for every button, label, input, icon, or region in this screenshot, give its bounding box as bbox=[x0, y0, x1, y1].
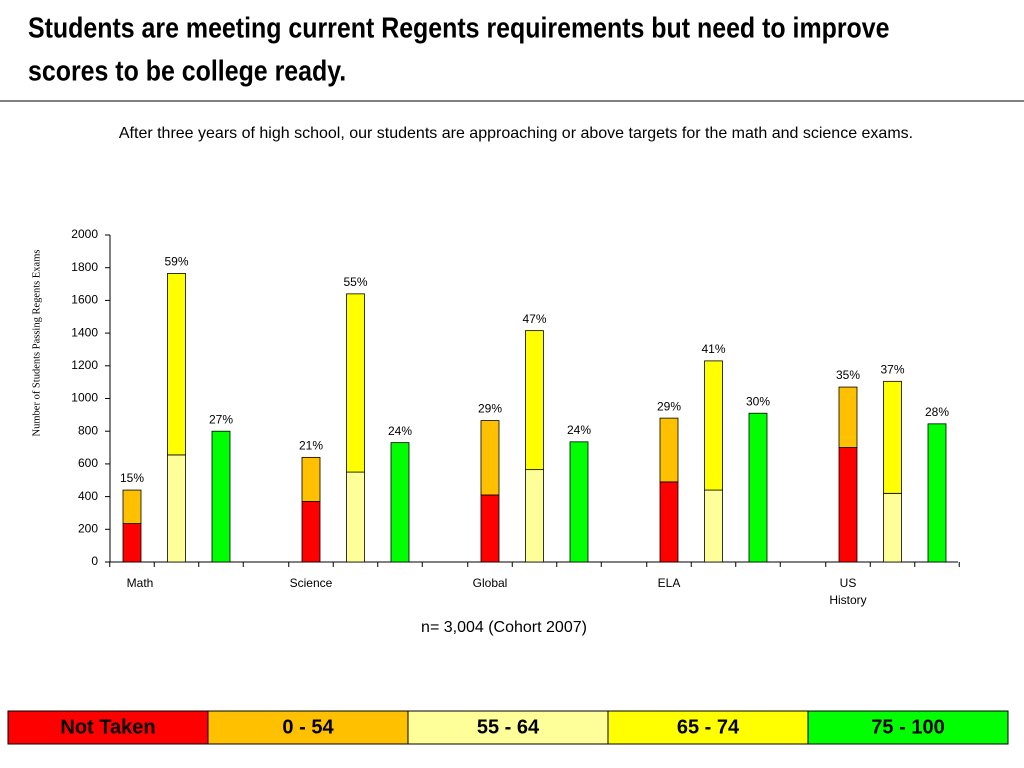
bar-label: 35% bbox=[836, 368, 860, 382]
y-tick-label: 600 bbox=[78, 456, 98, 470]
y-tick-label: 1400 bbox=[71, 325, 98, 339]
bar-label: 24% bbox=[388, 424, 412, 438]
bar-label: 27% bbox=[209, 412, 233, 426]
bar-label: 30% bbox=[746, 394, 770, 408]
bar-label: 29% bbox=[657, 399, 681, 413]
bar-segment bbox=[838, 386, 858, 448]
bar-segment bbox=[525, 330, 544, 471]
bar-label: 15% bbox=[120, 471, 144, 485]
legend-label: 65 - 74 bbox=[677, 716, 740, 738]
y-tick-label: 200 bbox=[78, 521, 98, 535]
bar-segment bbox=[167, 454, 186, 563]
bar-segment bbox=[525, 469, 544, 563]
x-tick-label: Global bbox=[472, 576, 508, 590]
legend-swatch bbox=[207, 710, 409, 745]
bar-label: 21% bbox=[299, 439, 323, 453]
bar-segment bbox=[659, 481, 679, 563]
x-tick-label: US History bbox=[829, 576, 867, 607]
legend-label: 75 - 100 bbox=[871, 716, 944, 738]
y-axis-label: Number of Students Passing Regents Exams bbox=[31, 250, 42, 437]
bar-segment bbox=[480, 420, 500, 496]
subtitle: After three years of high school, our st… bbox=[119, 125, 913, 142]
y-tick-label: 1600 bbox=[71, 293, 98, 307]
slide-title: Students are meeting current Regents req… bbox=[28, 12, 890, 87]
legend-swatch bbox=[807, 710, 1009, 745]
bar-segment bbox=[167, 273, 186, 456]
bar-segment bbox=[346, 471, 365, 563]
bar-segment bbox=[748, 412, 768, 563]
bar-label: 55% bbox=[343, 275, 367, 289]
legend-swatch bbox=[407, 710, 609, 745]
bar-segment bbox=[883, 380, 902, 494]
bar-segment bbox=[122, 489, 142, 524]
bar-segment bbox=[122, 523, 142, 563]
bar-segment bbox=[211, 430, 231, 563]
y-tick-label: 1200 bbox=[71, 358, 98, 372]
bar-segment bbox=[838, 447, 858, 563]
y-tick-label: 1000 bbox=[71, 391, 98, 405]
bar-segment bbox=[301, 456, 321, 502]
note: n= 3,004 (Cohort 2007) bbox=[421, 619, 587, 636]
bar-segment bbox=[390, 442, 410, 563]
y-tick-label: 0 bbox=[91, 554, 98, 568]
bar-label: 37% bbox=[880, 363, 904, 377]
bar-segment bbox=[659, 417, 679, 483]
bar-label: 47% bbox=[522, 312, 546, 326]
y-tick-label: 800 bbox=[78, 423, 98, 437]
x-tick-label: ELA bbox=[657, 576, 681, 590]
bar-segment bbox=[301, 501, 321, 563]
bar-segment bbox=[927, 423, 947, 563]
legend-swatch bbox=[7, 710, 209, 745]
y-tick-label: 1800 bbox=[71, 260, 98, 274]
bar-segment bbox=[883, 492, 902, 563]
bar-segment bbox=[346, 293, 365, 473]
bar-label: 59% bbox=[164, 255, 188, 269]
y-tick-label: 2000 bbox=[71, 227, 98, 241]
x-tick-label: Math bbox=[126, 576, 154, 590]
bar-segment bbox=[704, 360, 723, 491]
x-tick-label: Science bbox=[289, 576, 333, 590]
y-tick-label: 400 bbox=[78, 489, 98, 503]
bar-label: 28% bbox=[925, 405, 949, 419]
bar-label: 29% bbox=[478, 402, 502, 416]
legend-label: Not Taken bbox=[60, 716, 155, 738]
bar-segment bbox=[480, 494, 500, 563]
bar-label: 41% bbox=[701, 342, 725, 356]
bar-label: 24% bbox=[567, 423, 591, 437]
legend-label: 0 - 54 bbox=[282, 716, 334, 738]
bar-segment bbox=[569, 441, 589, 563]
legend-label: 55 - 64 bbox=[477, 716, 540, 738]
bar-segment bbox=[704, 489, 723, 563]
